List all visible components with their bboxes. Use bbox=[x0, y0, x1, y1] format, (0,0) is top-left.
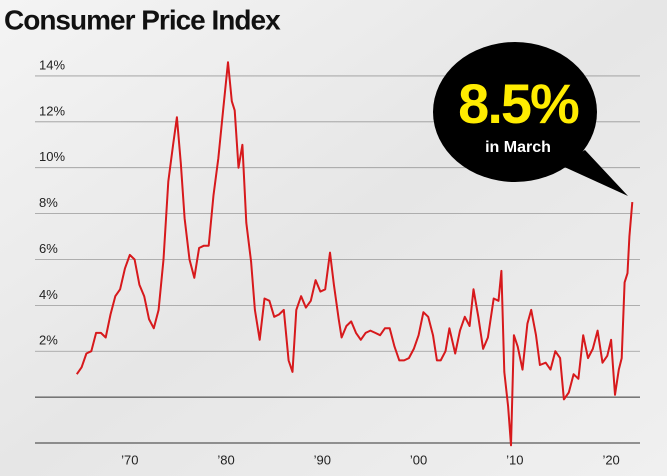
callout-text: in March bbox=[485, 139, 551, 156]
y-tick-label: 2% bbox=[39, 333, 58, 348]
x-tick-label: ’00 bbox=[410, 452, 427, 467]
y-tick-label: 6% bbox=[39, 241, 58, 256]
cpi-line bbox=[75, 61, 634, 447]
x-tick-label: ’20 bbox=[602, 452, 619, 467]
y-tick-label: 4% bbox=[39, 287, 58, 302]
y-tick-label: 10% bbox=[39, 149, 65, 164]
chart-title: Consumer Price Index bbox=[4, 4, 281, 35]
y-tick-label: 8% bbox=[39, 195, 58, 210]
callout-value: 8.5% bbox=[458, 72, 579, 135]
x-tick-label: ’90 bbox=[314, 452, 331, 467]
y-tick-label: 14% bbox=[39, 57, 65, 72]
y-tick-label: 12% bbox=[39, 103, 65, 118]
x-tick-label: ’10 bbox=[506, 452, 523, 467]
x-tick-label: ’80 bbox=[217, 452, 234, 467]
callout-bubble: 8.5% in March bbox=[433, 42, 628, 196]
bubble-body bbox=[433, 42, 597, 182]
x-tick-label: ’70 bbox=[121, 452, 138, 467]
bubble-tail bbox=[560, 150, 628, 196]
